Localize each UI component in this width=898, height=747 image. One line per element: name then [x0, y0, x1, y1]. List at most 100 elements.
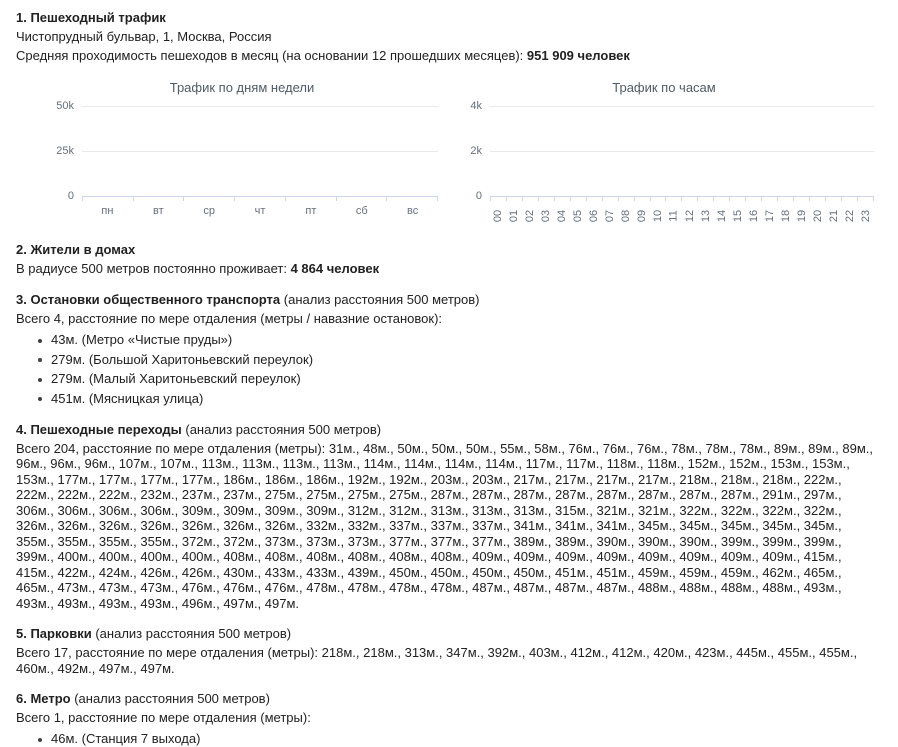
- bar-slot: [490, 106, 506, 196]
- bar-slot: [794, 106, 810, 196]
- x-tick-label: 06: [588, 209, 600, 223]
- chart-traffic-by-weekday: Трафик по дням недели 0 25k 50k пн вт ср чт пт сб…: [46, 80, 438, 227]
- x-tick-label: пн: [101, 205, 114, 217]
- x-tick-label: 19: [796, 209, 808, 223]
- bar-slot: [762, 106, 778, 196]
- list-item: 451м. (Мясницкая улица): [38, 391, 882, 407]
- bar-slot: [682, 106, 698, 196]
- bar-slot: [842, 106, 858, 196]
- list-item: 279м. (Большой Харитоньевский переулок): [38, 352, 882, 368]
- x-tick-label: 01: [508, 209, 520, 223]
- plot-grid: [490, 105, 874, 197]
- section-title-parking: 5. Парковки (анализ расстояния 500 метро…: [16, 626, 882, 642]
- x-axis-labels: пн вт ср чт пт сб вс: [82, 205, 438, 217]
- plot-area: 0 25k 50k пн вт ср чт пт сб вс: [46, 100, 438, 217]
- transport-stops-title: 3. Остановки общественного транспорта: [16, 292, 281, 307]
- x-tick-label: 15: [732, 209, 744, 223]
- bar-slot: [184, 106, 235, 196]
- x-axis-ticks: [490, 197, 874, 201]
- bar-slot: [618, 106, 634, 196]
- gridline: [490, 150, 874, 152]
- section-title-transport-stops: 3. Остановки общественного транспорта (а…: [16, 292, 882, 308]
- list-item: 279м. (Малый Харитоньевский переулок): [38, 371, 882, 387]
- bar-slot: [730, 106, 746, 196]
- y-tick-label: 0: [67, 190, 74, 202]
- charts-row: Трафик по дням недели 0 25k 50k пн вт ср чт пт сб…: [46, 80, 882, 227]
- chart-title: Трафик по дням недели: [169, 80, 315, 95]
- avg-traffic-value: 951 909 человек: [526, 48, 630, 63]
- section-title-pedestrian-traffic: 1. Пешеходный трафик: [16, 10, 166, 25]
- plot-grid: [82, 105, 438, 197]
- crossings-values: 31м., 48м., 50м., 50м., 50м., 55м., 58м.…: [16, 440, 874, 611]
- transport-stops-title-suffix: (анализ расстояния 500 метров): [280, 292, 480, 307]
- bar-slot: [506, 106, 522, 196]
- bar-series: [490, 106, 874, 196]
- bar-slot: [387, 106, 438, 196]
- gridline: [82, 150, 438, 152]
- y-tick-label: 25k: [56, 145, 74, 157]
- metro-title-suffix: (анализ расстояния 500 метров): [70, 691, 270, 706]
- y-tick-label: 50k: [56, 100, 74, 112]
- x-tick-label: 00: [492, 209, 504, 223]
- plot-area: 0 2k 4k 00 01 02 03 04 05 06 07 08 09 10 11 12 13 14 15 16 1…: [454, 100, 874, 227]
- section-title-residents: 2. Жители в домах: [16, 242, 136, 257]
- list-item: 46м. (Станция 7 выхода): [38, 731, 882, 747]
- crossings-title-suffix: (анализ расстояния 500 метров): [181, 421, 382, 437]
- bar-slot: [778, 106, 794, 196]
- y-axis: 0 25k 50k: [46, 100, 82, 217]
- y-tick-label: 4k: [470, 100, 482, 112]
- x-tick-label: 20: [812, 209, 824, 223]
- crossings-intro: Всего 204, расстояние по мере отдаления …: [16, 440, 326, 456]
- gridline: [490, 105, 874, 107]
- x-tick-label: ср: [203, 205, 215, 217]
- y-axis: 0 2k 4k: [454, 100, 490, 227]
- bar-slot: [746, 106, 762, 196]
- bar-slot: [586, 106, 602, 196]
- x-tick-label: 04: [556, 209, 568, 223]
- parking-intro: Всего 17, расстояние по мере отдаления (…: [16, 645, 319, 660]
- bar-slot: [554, 106, 570, 196]
- bar-slot: [826, 106, 842, 196]
- crossings-list: Всего 204, расстояние по мере отдаления …: [16, 441, 882, 612]
- x-tick-label: вс: [406, 205, 419, 217]
- transport-stops-list: 43м. (Метро «Чистые пруды») 279м. (Большо…: [16, 332, 882, 407]
- avg-traffic-line: Средняя проходимость пешеходов в месяц (…: [16, 48, 882, 64]
- x-tick-label: 07: [604, 209, 616, 223]
- bar-slot: [698, 106, 714, 196]
- residents-line: В радиусе 500 метров постоянно проживает…: [16, 261, 882, 277]
- bar-slot: [858, 106, 874, 196]
- plot-column: 00 01 02 03 04 05 06 07 08 09 10 11 12 13 14 15 16 17 18 19…: [490, 105, 874, 227]
- x-tick-label: 22: [844, 209, 856, 223]
- chart-traffic-by-hour: Трафик по часам 0 2k 4k 00 01 02 03 04 05 06 07 08 09…: [454, 80, 874, 227]
- bar-series: [82, 106, 438, 196]
- metro-title: 6. Метро: [16, 691, 71, 706]
- x-tick-label: 08: [620, 209, 632, 223]
- crossings-title: 4. Пешеходные переходы: [16, 421, 182, 437]
- x-axis-labels: 00 01 02 03 04 05 06 07 08 09 10 11 12 13 14 15 16 17 18 19…: [490, 205, 874, 227]
- parking-list: Всего 17, расстояние по мере отдаления (…: [16, 645, 882, 676]
- bar-slot: [810, 106, 826, 196]
- y-tick-label: 2k: [470, 145, 482, 157]
- bar-slot: [336, 106, 387, 196]
- bar-slot: [602, 106, 618, 196]
- x-tick-label: 11: [667, 210, 680, 222]
- bar-slot: [538, 106, 554, 196]
- residents-value: 4 864 человек: [290, 261, 380, 276]
- address-line: Чистопрудный бульвар, 1, Москва, Россия: [16, 29, 272, 44]
- bar-slot: [235, 106, 286, 196]
- bar-slot: [133, 106, 184, 196]
- avg-traffic-label: Средняя проходимость пешеходов в месяц (…: [16, 48, 524, 63]
- y-tick-label: 0: [475, 190, 482, 202]
- gridline: [82, 105, 438, 107]
- x-tick-label: 10: [652, 209, 664, 223]
- x-tick-label: 16: [748, 209, 760, 223]
- x-tick-label: 02: [524, 209, 536, 223]
- list-item: 43м. (Метро «Чистые пруды»): [38, 332, 882, 348]
- x-tick-label: 14: [716, 209, 728, 223]
- bar-slot: [285, 106, 336, 196]
- x-tick-label: 21: [828, 209, 840, 223]
- x-tick-label: 09: [636, 209, 648, 223]
- bar-slot: [634, 106, 650, 196]
- parking-title: 5. Парковки: [16, 626, 92, 641]
